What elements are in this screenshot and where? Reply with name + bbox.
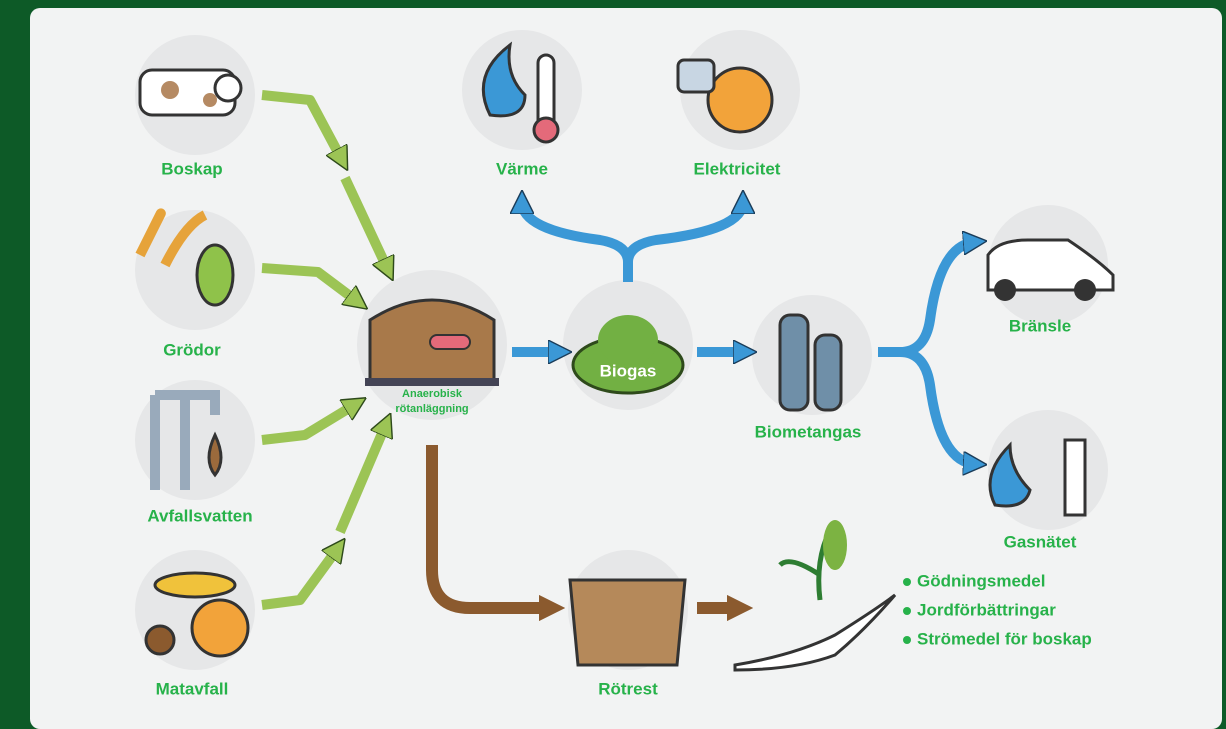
list-item: Jordförbättringar [917, 600, 1056, 619]
node-label: Bränsle [1009, 316, 1071, 335]
node-label: Avfallsvatten [147, 506, 252, 525]
node-label: rötanläggning [395, 403, 468, 415]
node-label: Matavfall [156, 679, 229, 698]
diagram: Boskap Grödor Avfallsvatten Matavfall An… [0, 0, 1226, 729]
node-label: Grödor [163, 340, 221, 359]
node-label: Anaerobisk [402, 388, 463, 400]
node-label: Biometangas [755, 422, 862, 441]
list-item: Gödningsmedel [917, 571, 1045, 590]
node-label: Gasnätet [1004, 532, 1077, 551]
node-label: Rötrest [598, 679, 658, 698]
node-label: Värme [496, 159, 548, 178]
node-label: Biogas [600, 361, 657, 380]
list-item: Strömedel för boskap [917, 629, 1092, 648]
node-label: Boskap [161, 159, 222, 178]
node-label: Elektricitet [694, 159, 781, 178]
